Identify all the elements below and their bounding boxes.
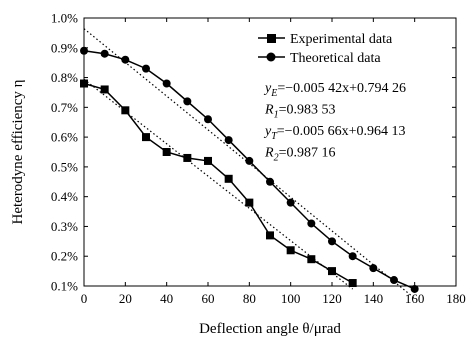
data-point-circle	[224, 136, 233, 145]
x-tick-label: 100	[281, 291, 301, 306]
data-point-square	[80, 79, 88, 88]
equation-line: R2=0.987 16	[264, 146, 335, 164]
data-point-circle	[390, 276, 398, 285]
data-point-circle	[369, 264, 378, 273]
data-point-square	[121, 106, 130, 115]
data-point-circle	[183, 97, 192, 106]
y-tick-label: 0.6%	[51, 130, 78, 145]
data-point-square	[183, 153, 192, 162]
axis-ticks: 0 20 40 60 80 100 120 140 160 180 0.1% 0.2% 0.3% 0.4%…	[51, 11, 466, 307]
y-tick-label: 0.4%	[51, 189, 78, 204]
y-tick-label: 0.2%	[51, 249, 78, 264]
data-point-circle	[307, 219, 316, 228]
data-point-square	[328, 267, 336, 276]
data-point-square	[266, 231, 274, 240]
y-tick-label: 0.9%	[51, 40, 78, 55]
data-point-square	[204, 156, 212, 165]
data-point-circle	[162, 79, 171, 88]
data-point-square	[162, 148, 171, 156]
x-tick-label: 160	[405, 291, 425, 306]
x-tick-label: 120	[322, 291, 342, 306]
data-point-square	[307, 255, 316, 264]
data-point-circle	[245, 156, 254, 165]
data-point-circle	[80, 46, 88, 55]
data-point-circle	[121, 55, 130, 64]
data-point-circle	[410, 284, 419, 293]
data-point-square	[245, 198, 254, 207]
plot-frame	[83, 17, 457, 287]
y-tick-label: 1.0%	[51, 11, 78, 26]
legend-item-theoretical: Theoretical data	[258, 51, 381, 66]
equation-line: yT=−0.005 66x+0.964 13	[263, 124, 405, 142]
x-tick-label: 80	[243, 291, 256, 306]
x-tick-label: 60	[202, 291, 215, 306]
data-point-square	[100, 85, 109, 94]
legend-square-marker	[267, 34, 276, 43]
x-tick-label: 20	[119, 291, 132, 306]
legend: Experimental data Theoretical data	[258, 32, 393, 66]
y-tick-label: 0.8%	[51, 70, 78, 85]
data-point-square	[286, 246, 295, 255]
x-tick-label: 0	[81, 291, 88, 306]
x-tick-label: 40	[160, 291, 173, 306]
data-point-circle	[266, 177, 274, 186]
y-axis-title: Heterodyne efficiency η	[10, 79, 26, 224]
legend-label-experimental: Experimental data	[290, 32, 393, 47]
data-series	[80, 46, 419, 293]
x-tick-label: 180	[446, 291, 466, 306]
equation-line: R1=0.983 53	[264, 103, 335, 121]
data-point-circle	[204, 115, 212, 124]
y-tick-label: 0.1%	[51, 279, 78, 294]
x-tick-label: 140	[364, 291, 384, 306]
data-point-circle	[348, 252, 357, 261]
data-point-circle	[142, 64, 150, 73]
data-point-circle	[328, 237, 336, 246]
x-axis-title: Deflection angle θ/μrad	[199, 321, 341, 337]
legend-circle-marker	[266, 52, 276, 62]
data-point-square	[142, 133, 150, 142]
data-point-circle	[100, 49, 109, 58]
data-point-circle	[286, 198, 295, 207]
legend-label-theoretical: Theoretical data	[290, 51, 381, 66]
fit-equations: yE=−0.005 42x+0.794 26 R1=0.983 53 yT=−0.0…	[263, 81, 406, 164]
equation-line: yE=−0.005 42x+0.794 26	[263, 81, 406, 99]
data-point-square	[348, 279, 357, 288]
legend-item-experimental: Experimental data	[258, 32, 393, 47]
data-point-square	[224, 174, 233, 183]
y-tick-label: 0.7%	[51, 100, 78, 115]
y-tick-label: 0.5%	[51, 159, 78, 174]
y-tick-label: 0.3%	[51, 219, 78, 234]
